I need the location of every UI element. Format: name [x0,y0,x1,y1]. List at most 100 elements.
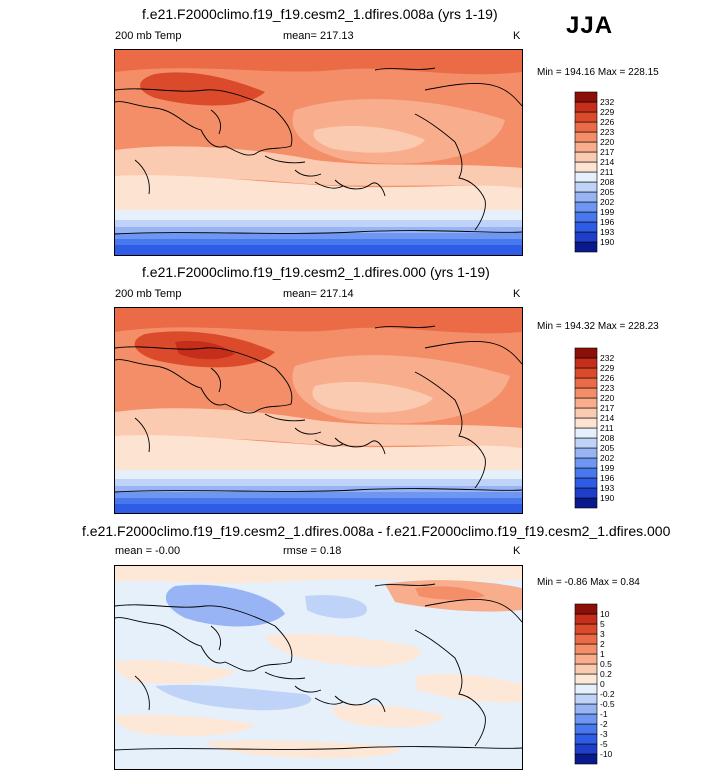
colorbar-tick-label: 205 [600,187,614,197]
colorbar-tick-label: 193 [600,227,614,237]
colorbar-tick-label: 220 [600,137,614,147]
colorbar-box [574,417,598,429]
colorbar-tick-label: 199 [600,463,614,473]
colorbar-box [574,653,598,665]
panel-1-variable: 200 mb Temp [115,30,182,42]
colorbar-box [574,101,598,113]
panel-1-colorbar: 1901931961992022052082112142172202232262… [574,91,614,253]
colorbar-box [574,181,598,193]
colorbar-tick-label: 0.5 [600,659,612,669]
colorbar-tick-label: 208 [600,177,614,187]
panel-3-minmax: Min = -0.86 Max = 0.84 [537,577,640,588]
colorbar-box [574,211,598,223]
colorbar-box [574,487,598,499]
colorbar-box [574,733,598,745]
colorbar-box [574,131,598,143]
panel-2-mean: mean= 217.14 [283,288,354,300]
colorbar-tick-label: 217 [600,147,614,157]
colorbar-tick-label: 202 [600,197,614,207]
colorbar-tick-label: 223 [600,383,614,393]
panel-3-title: f.e21.F2000climo.f19_f19.cesm2_1.dfires.… [82,523,671,539]
colorbar-box [574,633,598,645]
panel-2-colorbar: 1901931961992022052082112142172202232262… [574,347,614,509]
colorbar-box [574,447,598,459]
colorbar-tick-label: 193 [600,483,614,493]
colorbar-tick-label: 190 [600,237,614,247]
colorbar-box [574,477,598,489]
colorbar-box [574,497,598,509]
colorbar-box [574,427,598,439]
colorbar-box [574,201,598,213]
colorbar-tick-label: -2 [600,719,608,729]
panel-2-map [114,307,523,514]
colorbar-box [574,723,598,735]
colorbar-box [574,221,598,233]
panel-3-units: K [513,545,521,557]
panel-1-map [114,49,523,256]
colorbar-box [574,623,598,635]
colorbar-box [574,663,598,675]
colorbar-box [574,121,598,133]
colorbar-box [574,357,598,369]
colorbar-tick-label: 211 [600,167,614,177]
colorbar-box [574,171,598,183]
colorbar-box [574,753,598,765]
panel-1-units: K [513,30,521,42]
colorbar-tick-label: 196 [600,217,614,227]
colorbar-tick-label: 190 [600,493,614,503]
colorbar-box [574,231,598,243]
colorbar-box [574,703,598,715]
colorbar-box [574,241,598,253]
colorbar-box [574,467,598,479]
colorbar-tick-label: 3 [600,629,605,639]
colorbar-tick-label: -0.2 [600,689,615,699]
colorbar-box [574,91,598,103]
colorbar-tick-label: -3 [600,729,608,739]
colorbar-tick-label: 226 [600,373,614,383]
panel-3-map [114,565,523,770]
colorbar-tick-label: 0 [600,679,605,689]
colorbar-box [574,387,598,399]
colorbar-tick-label: 2 [600,639,605,649]
colorbar-tick-label: -10 [600,749,613,759]
colorbar-tick-label: 211 [600,423,614,433]
colorbar-tick-label: -1 [600,709,608,719]
panel-1-title: f.e21.F2000climo.f19_f19.cesm2_1.dfires.… [142,6,498,22]
colorbar-box [574,191,598,203]
panel-1-minmax: Min = 194.16 Max = 228.15 [537,67,659,78]
colorbar-box [574,683,598,695]
colorbar-box [574,111,598,123]
colorbar-box [574,397,598,409]
colorbar-tick-label: 226 [600,117,614,127]
colorbar-tick-label: -5 [600,739,608,749]
colorbar-tick-label: 205 [600,443,614,453]
colorbar-tick-label: 229 [600,363,614,373]
colorbar-tick-label: 199 [600,207,614,217]
colorbar-tick-label: -0.5 [600,699,615,709]
colorbar-tick-label: 1 [600,649,605,659]
colorbar-box [574,713,598,725]
colorbar-tick-label: 5 [600,619,605,629]
panel-2-title: f.e21.F2000climo.f19_f19.cesm2_1.dfires.… [142,264,490,280]
colorbar-tick-label: 196 [600,473,614,483]
colorbar-tick-label: 217 [600,403,614,413]
colorbar-box [574,693,598,705]
colorbar-box [574,407,598,419]
colorbar-box [574,613,598,625]
season-label: JJA [566,12,614,39]
colorbar-box [574,457,598,469]
panel-3-mean: mean = -0.00 [115,545,181,557]
colorbar-tick-label: 214 [600,157,614,167]
colorbar-tick-label: 223 [600,127,614,137]
colorbar-tick-label: 0.2 [600,669,612,679]
colorbar-tick-label: 208 [600,433,614,443]
colorbar-box [574,347,598,359]
colorbar-tick-label: 10 [600,609,610,619]
colorbar-box [574,743,598,755]
colorbar-box [574,377,598,389]
colorbar-tick-label: 232 [600,97,614,107]
colorbar-tick-label: 229 [600,107,614,117]
colorbar-box [574,643,598,655]
colorbar-tick-label: 232 [600,353,614,363]
